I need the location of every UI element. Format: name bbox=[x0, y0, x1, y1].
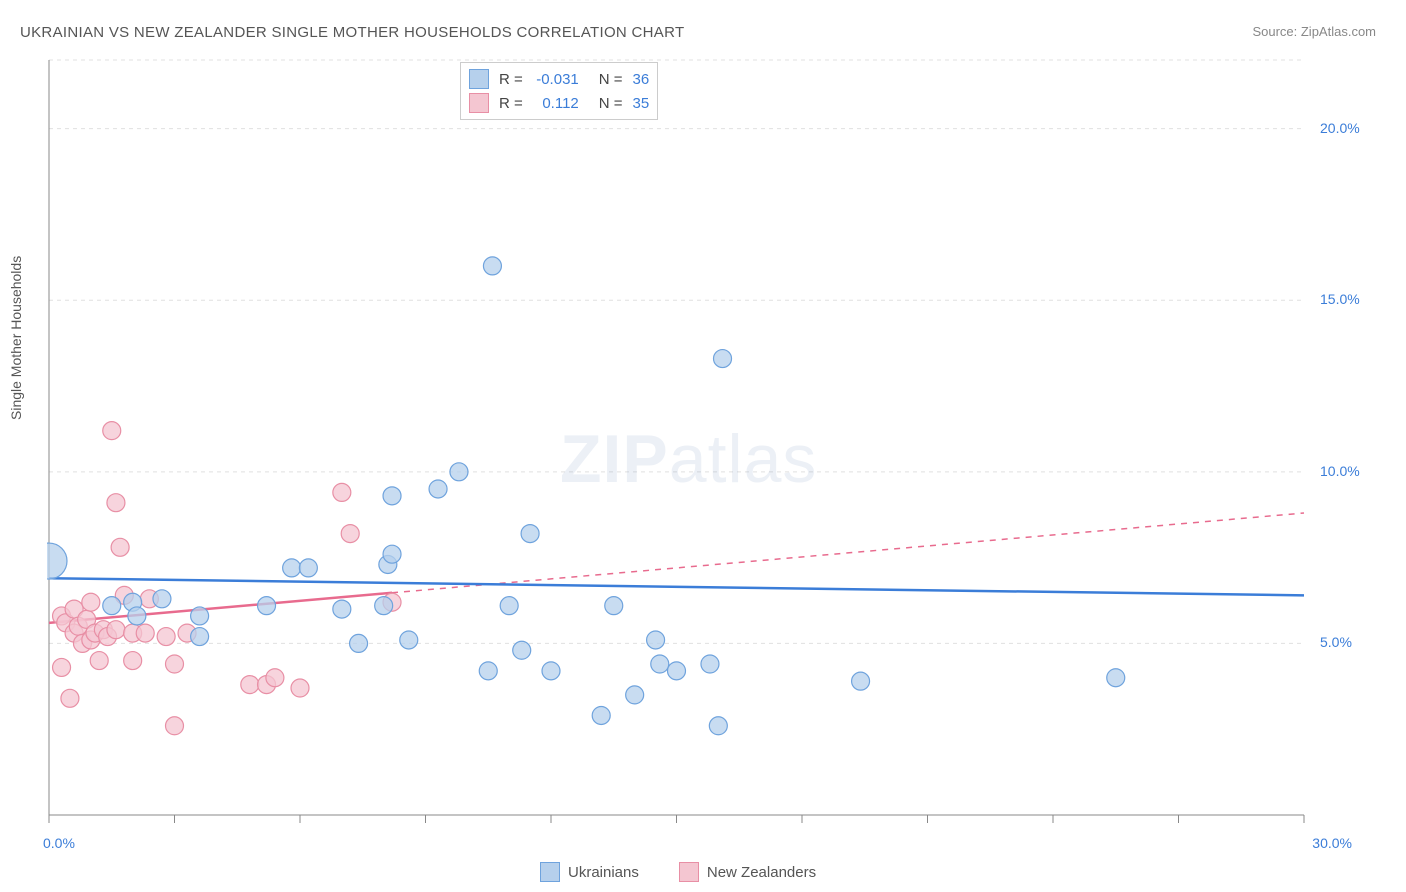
x-tick-label: 30.0% bbox=[1312, 835, 1352, 851]
watermark-atlas: atlas bbox=[669, 421, 818, 497]
legend-label-newzealanders: New Zealanders bbox=[707, 864, 816, 881]
legend-row-ukrainians: R = -0.031 N = 36 bbox=[469, 67, 649, 91]
legend-item-ukrainians: Ukrainians bbox=[540, 862, 639, 882]
r-label: R = bbox=[499, 95, 523, 112]
n-label: N = bbox=[599, 95, 623, 112]
y-tick-label: 10.0% bbox=[1320, 463, 1360, 479]
chart-title: UKRAINIAN VS NEW ZEALANDER SINGLE MOTHER… bbox=[20, 24, 684, 41]
n-value-newzealanders: 35 bbox=[633, 95, 650, 112]
y-tick-label: 5.0% bbox=[1320, 634, 1352, 650]
r-value-newzealanders: 0.112 bbox=[529, 95, 579, 112]
y-tick-label: 20.0% bbox=[1320, 120, 1360, 136]
swatch-ukrainians bbox=[469, 69, 489, 89]
source-attribution: Source: ZipAtlas.com bbox=[1252, 24, 1376, 39]
x-tick-label: 0.0% bbox=[43, 835, 75, 851]
r-value-ukrainians: -0.031 bbox=[529, 71, 579, 88]
swatch-newzealanders bbox=[469, 93, 489, 113]
legend-series: Ukrainians New Zealanders bbox=[540, 862, 816, 882]
legend-label-ukrainians: Ukrainians bbox=[568, 864, 639, 881]
legend-row-newzealanders: R = 0.112 N = 35 bbox=[469, 91, 649, 115]
legend-correlation-box: R = -0.031 N = 36 R = 0.112 N = 35 bbox=[460, 62, 658, 120]
y-axis-label: Single Mother Households bbox=[8, 256, 24, 420]
swatch-newzealanders-icon bbox=[679, 862, 699, 882]
legend-item-newzealanders: New Zealanders bbox=[679, 862, 816, 882]
watermark-zip: ZIP bbox=[560, 421, 669, 497]
n-label: N = bbox=[599, 71, 623, 88]
chart-container: UKRAINIAN VS NEW ZEALANDER SINGLE MOTHER… bbox=[0, 0, 1406, 892]
n-value-ukrainians: 36 bbox=[633, 71, 650, 88]
watermark: ZIPatlas bbox=[560, 420, 817, 498]
y-tick-label: 15.0% bbox=[1320, 291, 1360, 307]
r-label: R = bbox=[499, 71, 523, 88]
swatch-ukrainians-icon bbox=[540, 862, 560, 882]
